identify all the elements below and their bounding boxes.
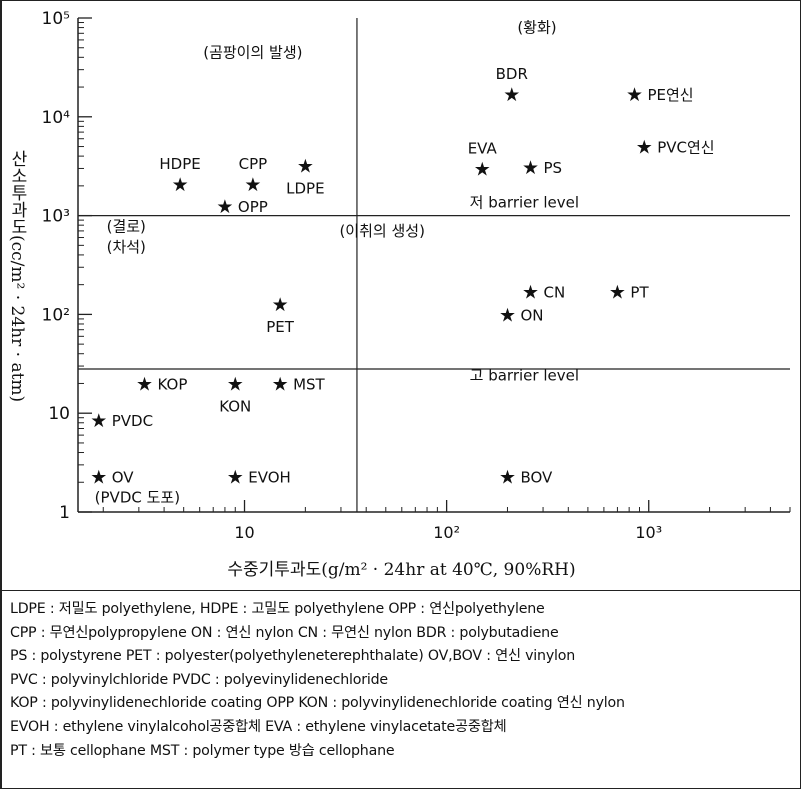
data-point-star: ★ — [609, 282, 626, 304]
region-annotation: (황화) — [517, 19, 556, 37]
y-tick-label: 10² — [42, 305, 70, 325]
data-point-star: ★ — [522, 157, 539, 179]
data-point-star: ★ — [172, 174, 189, 196]
data-point-star: ★ — [90, 410, 107, 432]
y-tick-label: 10⁴ — [42, 108, 71, 128]
x-tick-label: 10 — [234, 523, 254, 542]
data-point-star: ★ — [216, 196, 233, 218]
data-point-star: ★ — [297, 156, 314, 178]
data-point-star: ★ — [272, 294, 289, 316]
data-point-label: PT — [630, 284, 649, 302]
data-point-label: BDR — [496, 65, 528, 83]
region-annotation: 저 barrier level — [470, 194, 579, 212]
data-point-star: ★ — [636, 137, 653, 159]
data-point-label: EVA — [468, 139, 498, 157]
data-point-star: ★ — [90, 466, 107, 488]
legend-line: KOP : polyvinylidenechloride coating OPP… — [10, 695, 625, 712]
data-point-label: HDPE — [159, 155, 200, 173]
data-point-label: PE연신 — [647, 86, 693, 104]
data-point-label: KOP — [158, 375, 188, 393]
region-annotation: (곰팡이의 발생) — [203, 43, 302, 61]
data-point-label: BOV — [520, 468, 553, 486]
data-point-label: OV — [112, 468, 135, 486]
data-point-star: ★ — [244, 174, 261, 196]
y-tick-label: 10³ — [42, 207, 70, 227]
data-point-label: LDPE — [286, 180, 324, 198]
abbreviation-legend: LDPE : 저밀도 polyethylene, HDPE : 고밀도 poly… — [10, 598, 800, 763]
data-point-label: CN — [543, 284, 565, 302]
data-point-star: ★ — [272, 373, 289, 395]
data-point-star: ★ — [499, 304, 516, 326]
data-point-label: EVOH — [248, 468, 291, 486]
data-point-label: PS — [543, 159, 562, 177]
data-point-label: PVC연신 — [657, 139, 714, 157]
y-axis-label: 산소투과도(cc/m² · 24hr · atm) — [7, 150, 27, 403]
data-point-label: PET — [266, 318, 295, 336]
data-point-label: CPP — [239, 155, 268, 173]
region-annotation: 고 barrier level — [470, 367, 579, 385]
data-point-star: ★ — [626, 84, 643, 106]
region-annotation: (차석) — [107, 238, 146, 256]
region-annotation: (이취의 생성) — [339, 222, 424, 240]
legend-line: EVOH : ethylene vinylalcohol공중합체 EVA : e… — [10, 718, 507, 735]
data-point-star: ★ — [227, 373, 244, 395]
legend-line: PVC : polyvinylchloride PVDC : polyeviny… — [10, 671, 388, 688]
data-point-star: ★ — [474, 158, 491, 180]
y-tick-label: 10 — [48, 404, 70, 424]
y-tick-label: 10⁵ — [42, 9, 70, 29]
legend-divider — [2, 590, 801, 591]
data-point-label: KON — [219, 397, 251, 415]
data-point-label: MST — [293, 375, 325, 393]
legend-line: CPP : 무연신polypropylene ON : 연신 nylon CN … — [10, 624, 559, 641]
x-axis-label: 수중기투과도(g/m² · 24hr at 40℃, 90%RH) — [227, 560, 576, 580]
data-point-star: ★ — [499, 466, 516, 488]
data-point-label: ON — [520, 306, 543, 324]
y-tick-label: 1 — [59, 503, 70, 523]
data-point-star: ★ — [136, 373, 153, 395]
x-tick-label: 10² — [433, 523, 460, 542]
legend-line: LDPE : 저밀도 polyethylene, HDPE : 고밀도 poly… — [10, 601, 545, 617]
region-annotation: (PVDC 도포) — [95, 489, 180, 507]
data-point-label: OPP — [238, 198, 268, 216]
data-point-star: ★ — [227, 466, 244, 488]
legend-line: PT : 보통 cellophane MST : polymer type 방습… — [10, 742, 395, 759]
legend-line: PS : polystyrene PET : polyester(polyeth… — [10, 648, 576, 665]
x-tick-label: 10³ — [635, 523, 662, 542]
data-point-star: ★ — [503, 84, 520, 106]
data-point-star: ★ — [522, 282, 539, 304]
data-point-label: PVDC — [112, 412, 153, 430]
region-annotation: (결로) — [107, 217, 146, 235]
